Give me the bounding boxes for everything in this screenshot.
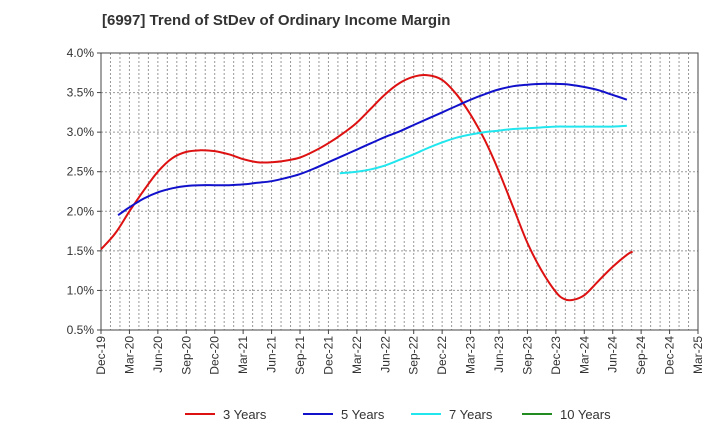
- grid-lines: [101, 53, 698, 330]
- y-tick-label: 2.5%: [67, 165, 95, 179]
- x-tick-label: Mar-20: [122, 336, 136, 374]
- x-tick-label: Jun-24: [606, 336, 620, 373]
- y-tick-label: 0.5%: [67, 323, 95, 337]
- legend-label-7-years: 7 Years: [449, 407, 493, 422]
- plot-area: [101, 53, 698, 330]
- x-tick-label: Sep-23: [520, 336, 534, 375]
- plot-frame: [100, 52, 699, 331]
- series-lines: [100, 73, 634, 302]
- x-tick-label: Sep-20: [179, 336, 193, 375]
- chart-title: [6997] Trend of StDev of Ordinary Income…: [102, 12, 451, 29]
- x-tick-label: Sep-22: [407, 336, 421, 375]
- y-tick-label: 3.5%: [67, 86, 95, 100]
- series-line-5-years: [117, 82, 628, 217]
- y-tick-label: 1.0%: [67, 283, 95, 297]
- legend-label-5-years: 5 Years: [341, 407, 385, 422]
- x-tick-label: Dec-21: [321, 336, 335, 375]
- y-tick-label: 3.0%: [67, 125, 95, 139]
- x-tick-label: Mar-25: [691, 336, 705, 374]
- x-tick-label: Jun-21: [265, 336, 279, 373]
- x-tick-label: Dec-22: [435, 336, 449, 375]
- legend-label-3-years: 3 Years: [223, 407, 267, 422]
- x-tick-label: Dec-24: [663, 336, 677, 375]
- x-tick-label: Jun-22: [378, 336, 392, 373]
- x-tick-label: Sep-24: [634, 336, 648, 375]
- plot-background: [101, 53, 698, 330]
- x-tick-label: Dec-20: [208, 336, 222, 375]
- x-tick-label: Mar-23: [464, 336, 478, 374]
- x-tick-label: Mar-21: [236, 336, 250, 374]
- series-line-7-years: [339, 124, 627, 175]
- y-tick-label: 1.5%: [67, 244, 95, 258]
- series-line-3-years: [100, 73, 634, 302]
- legend-label-10-years: 10 Years: [560, 407, 611, 422]
- y-tick-label: 2.0%: [67, 204, 95, 218]
- x-tick-label: Sep-21: [293, 336, 307, 375]
- legend: 3 Years 5 Years 7 Years 10 Years: [185, 407, 611, 422]
- y-tick-label: 4.0%: [67, 46, 95, 60]
- x-tick-label: Dec-23: [549, 336, 563, 375]
- x-tick-label: Mar-24: [577, 336, 591, 374]
- axes: 0.5% 1.0% 1.5% 2.0% 2.5% 3.0% 3.5% 4.0% Dec-19 Ma…: [67, 46, 705, 375]
- x-tick-label: Jun-23: [492, 336, 506, 373]
- x-tick-label: Mar-22: [350, 336, 364, 374]
- x-tick-label: Jun-20: [151, 336, 165, 373]
- x-tick-label: Dec-19: [94, 336, 108, 375]
